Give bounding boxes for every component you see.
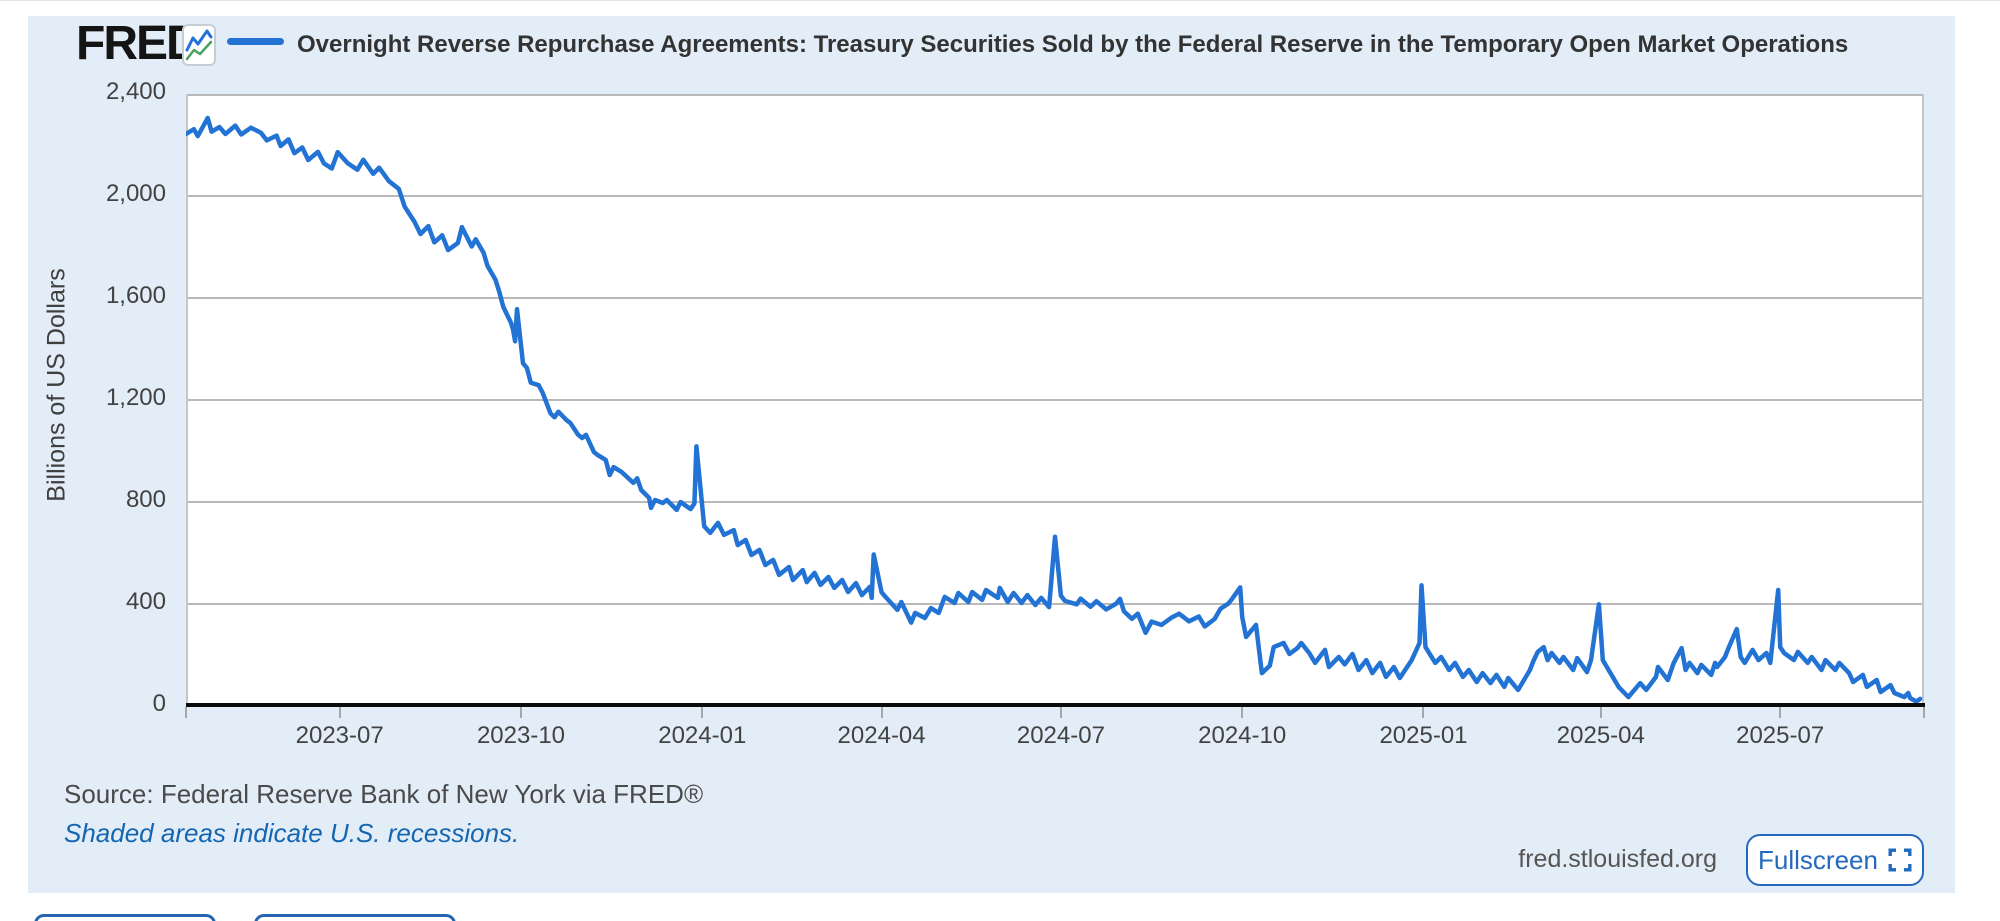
x-axis-tick <box>1923 707 1925 718</box>
x-axis-tick-label: 2025-07 <box>1736 722 1825 749</box>
x-axis-tick-label: 2024-07 <box>1016 722 1105 749</box>
x-axis-tick <box>1599 707 1602 718</box>
y-axis-tick-label: 400 <box>125 588 166 615</box>
y-axis-tick-label: 2,000 <box>105 180 166 207</box>
x-axis-tick-label: 2024-04 <box>837 722 926 749</box>
fred-logo[interactable]: FRED® <box>76 20 209 68</box>
fullscreen-label: Fullscreen <box>1758 844 1878 875</box>
partial-button-right[interactable] <box>254 914 456 921</box>
site-url: fred.stlouisfed.org <box>1518 845 1717 873</box>
x-axis-tick <box>519 707 522 718</box>
plot-area[interactable] <box>186 94 1924 706</box>
recessions-link[interactable]: Shaded areas indicate U.S. recessions. <box>64 818 520 848</box>
series-line <box>186 115 1923 704</box>
x-axis-tick-label: 2025-04 <box>1556 722 1645 749</box>
partial-button-left[interactable] <box>34 914 216 921</box>
y-axis-tick-label: 2,400 <box>105 78 166 105</box>
fullscreen-icon <box>1888 848 1912 872</box>
x-axis-tick <box>1241 707 1244 718</box>
source-text: Source: Federal Reserve Bank of New York… <box>64 779 704 809</box>
series-title: Overnight Reverse Repurchase Agreements:… <box>297 31 1849 58</box>
y-axis-tick-label: 0 <box>152 690 166 717</box>
x-axis-tick <box>880 707 883 718</box>
y-axis-tick-label: 800 <box>125 486 166 513</box>
x-axis-tick <box>1422 707 1425 718</box>
x-axis-tick-label: 2024-01 <box>658 722 747 749</box>
x-axis <box>186 703 1925 707</box>
x-axis-tick-label: 2023-10 <box>476 722 566 749</box>
x-axis-tick-label: 2025-01 <box>1379 722 1468 749</box>
x-axis-tick <box>185 707 187 718</box>
x-axis-tick <box>701 707 704 718</box>
x-axis-tick-label: 2023-07 <box>295 722 384 749</box>
x-axis-tick-label: 2024-10 <box>1198 722 1287 749</box>
y-axis-tick-label: 1,600 <box>105 282 166 309</box>
y-axis-tick-label: 1,200 <box>105 384 166 411</box>
fullscreen-button[interactable]: Fullscreen <box>1746 834 1924 886</box>
x-axis-tick <box>338 707 341 718</box>
chart-canvas[interactable] <box>186 94 1924 706</box>
x-axis-tick <box>1779 707 1782 718</box>
page-top-divider <box>0 0 2000 1</box>
fred-logo-chart-icon <box>182 24 216 66</box>
x-axis-tick <box>1059 707 1062 718</box>
series-legend-swatch <box>227 38 284 45</box>
